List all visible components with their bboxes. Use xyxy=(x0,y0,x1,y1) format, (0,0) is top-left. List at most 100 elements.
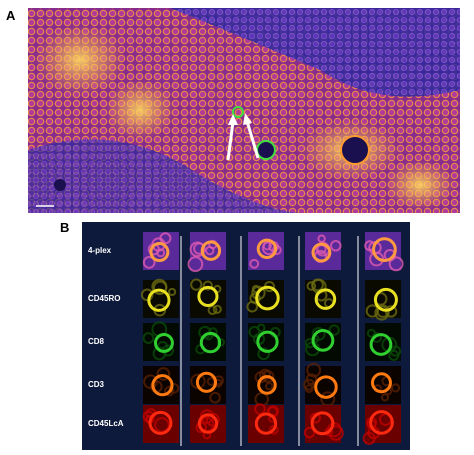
cell xyxy=(152,280,168,295)
thumbnail xyxy=(365,366,401,404)
thumbnail xyxy=(303,362,341,407)
thumbnail xyxy=(303,405,344,443)
cell xyxy=(329,239,342,252)
target-cell xyxy=(256,330,279,353)
row-label: CD45RO xyxy=(88,294,120,303)
target-cell xyxy=(153,332,174,353)
row-label: CD3 xyxy=(88,380,105,389)
cell xyxy=(326,422,342,438)
target-cell xyxy=(369,333,393,356)
cell xyxy=(156,367,171,381)
target-cell xyxy=(314,375,338,399)
cell xyxy=(142,256,156,269)
cell xyxy=(193,242,206,255)
target-cell xyxy=(256,238,278,259)
cell xyxy=(246,300,259,313)
target-cell xyxy=(148,410,173,435)
target-cell xyxy=(373,287,398,312)
row-label: CD8 xyxy=(88,337,105,346)
cell xyxy=(362,431,376,445)
thumbnail xyxy=(142,232,179,270)
thumbnail xyxy=(246,280,284,318)
cell xyxy=(152,346,167,361)
cell xyxy=(328,324,340,336)
cell xyxy=(305,373,318,385)
cell xyxy=(303,426,316,439)
target-cell xyxy=(255,285,280,311)
target-cell xyxy=(149,242,170,263)
cell xyxy=(251,284,260,293)
thumbnail xyxy=(305,232,342,270)
cell xyxy=(264,382,274,391)
cell xyxy=(309,412,321,424)
panel-label: A xyxy=(6,8,16,23)
target-cell xyxy=(372,237,397,262)
thumbnail xyxy=(140,278,179,318)
row-label: 4-plex xyxy=(88,246,112,255)
thumbnail xyxy=(365,323,402,361)
target-cell xyxy=(254,412,278,435)
cell xyxy=(154,417,170,433)
target-cell xyxy=(197,413,219,434)
thumbnail xyxy=(190,405,226,443)
panel-b-grid: 4-plex CD45RO CD8 CD3 CD45LcA xyxy=(88,232,404,446)
cell xyxy=(249,258,260,269)
cell xyxy=(159,232,172,245)
cell xyxy=(390,383,401,393)
panel-b-background xyxy=(82,222,410,450)
cell xyxy=(311,327,326,341)
cell xyxy=(271,245,282,256)
cell xyxy=(187,256,204,273)
thumbnail xyxy=(187,232,226,273)
cell xyxy=(143,374,158,390)
cell xyxy=(388,256,404,272)
target-cell xyxy=(311,242,332,263)
cell xyxy=(167,287,177,297)
cell xyxy=(207,305,218,316)
cell xyxy=(380,393,390,402)
cell xyxy=(216,338,226,347)
target-cell xyxy=(257,375,277,395)
cell xyxy=(212,304,222,314)
target-cell xyxy=(147,288,171,312)
cell xyxy=(254,403,266,415)
row-label: CD45LcA xyxy=(88,419,124,428)
thumbnail xyxy=(190,366,226,404)
cell xyxy=(195,421,207,434)
cell xyxy=(257,347,270,361)
cell xyxy=(257,323,266,333)
thumbnail xyxy=(248,366,284,407)
cell xyxy=(190,278,203,291)
cell xyxy=(306,281,317,291)
thumbnail xyxy=(143,366,180,404)
cell xyxy=(142,332,155,344)
cell xyxy=(209,391,221,404)
thumbnail xyxy=(365,280,401,321)
thumbnail xyxy=(248,323,284,361)
thumbnail xyxy=(248,232,284,270)
thumbnail xyxy=(304,323,341,361)
micrograph-a xyxy=(28,8,460,213)
thumbnail xyxy=(364,232,404,272)
thumbnail xyxy=(190,278,226,318)
target-cell xyxy=(314,288,337,310)
cell xyxy=(311,278,324,292)
target-cell xyxy=(370,372,392,394)
thumbnail xyxy=(190,323,226,361)
cell xyxy=(168,382,180,394)
cell xyxy=(140,288,154,302)
thumbnail-bg xyxy=(248,232,284,270)
cell xyxy=(202,280,213,291)
cell xyxy=(304,384,314,393)
target-cell xyxy=(199,331,222,354)
thumbnail xyxy=(248,403,284,443)
cell xyxy=(303,378,315,391)
thumbnail xyxy=(142,321,179,361)
cell xyxy=(306,362,322,378)
cell xyxy=(317,234,326,243)
cell xyxy=(374,305,390,321)
target-cell xyxy=(310,411,335,436)
target-cell xyxy=(311,328,335,352)
thumbnail xyxy=(142,405,179,443)
